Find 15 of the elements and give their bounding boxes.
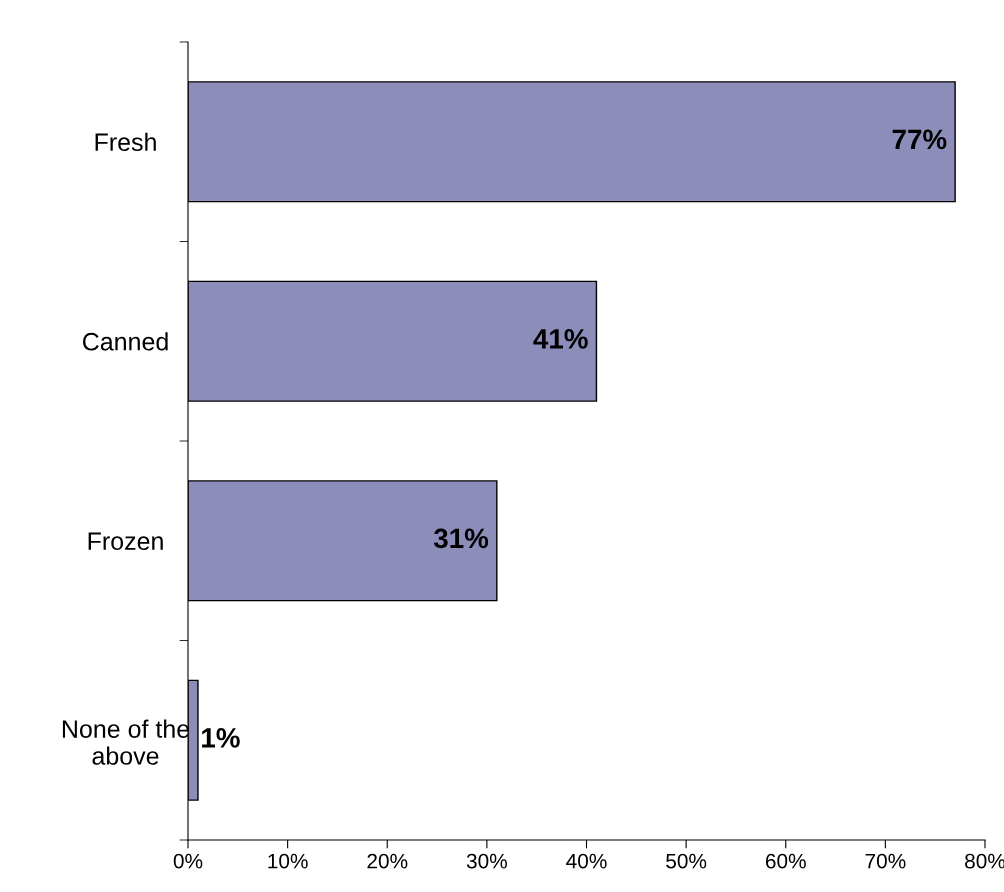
data-label: 41%	[533, 329, 588, 349]
x-tick-label: 20%	[367, 853, 408, 869]
x-tick-label: 70%	[865, 853, 906, 869]
y-tick-label: Canned	[82, 332, 168, 351]
x-tick-label: 40%	[566, 853, 607, 869]
data-label: 1%	[202, 728, 240, 748]
x-tick-label: 60%	[765, 853, 806, 869]
x-tick-label: 30%	[466, 853, 507, 869]
x-tick-label: 0%	[173, 853, 203, 869]
x-tick-label: 50%	[666, 853, 707, 869]
y-tick-label: Frozen	[88, 532, 163, 551]
data-label: 31%	[433, 528, 489, 549]
x-tick-label: 10%	[268, 853, 308, 869]
y-tick-label: Fresh	[95, 132, 156, 152]
data-label: 77%	[892, 129, 947, 150]
